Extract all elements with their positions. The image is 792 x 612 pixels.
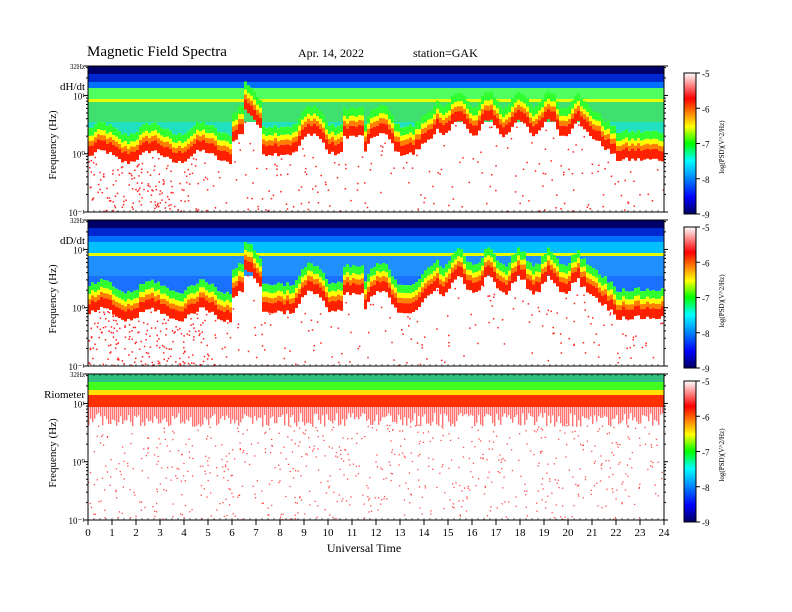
spectrogram-panel-2 [88,220,664,366]
band-blue [88,228,664,236]
spectrogram-panel-3 [88,374,664,520]
y-tick-label: 10⁰ [72,458,85,468]
y-tick-label: 10⁻¹ [69,208,86,218]
panel-label: dH/dt [60,81,85,93]
band-yellow [88,390,664,395]
x-tick-label: 3 [157,527,163,539]
band-lightblue [88,236,664,242]
x-tick-label: 14 [419,527,431,539]
band-dark [88,66,664,74]
panel-label: Riometer [44,389,85,401]
plot-header: Magnetic Field Spectra Apr. 14, 2022 sta… [0,44,792,64]
colorbar-tick-label: -6 [702,104,710,114]
x-tick-label: 2 [133,527,139,539]
x-tick-label: 1 [109,527,115,539]
band-yellow-line [88,99,664,102]
colorbar-label: log(PSD)(V^2/Hz) [718,428,726,482]
colorbar-tick-label: -6 [702,412,710,422]
colorbar-tick-label: -9 [702,210,710,220]
panel-label: dD/dt [60,235,85,247]
y-tick-label: 10⁻¹ [69,516,86,526]
x-tick-label: 21 [587,527,598,539]
x-tick-label: 17 [491,527,503,539]
y-tick-label: 32Hz [70,63,85,71]
x-tick-label: 7 [253,527,259,539]
colorbar [683,380,697,523]
x-tick-label: 12 [371,527,382,539]
colorbar-tick-label: -7 [702,448,710,458]
y-tick-label: 32Hz [70,217,85,225]
colorbar-tick-label: -9 [702,364,710,374]
colorbar-label: log(PSD)(V^2/Hz) [718,120,726,174]
colorbar-tick-label: -6 [702,258,710,268]
colorbar-tick-label: -5 [702,377,710,387]
spectrogram-panel-1 [88,66,664,212]
colorbar-tick-label: -7 [702,294,710,304]
plot-date: Apr. 14, 2022 [298,46,364,60]
y-tick-label: 10¹ [73,399,85,409]
x-tick-label: 6 [229,527,235,539]
x-tick-label: 4 [181,527,187,539]
colorbar [683,72,697,215]
x-tick-label: 16 [467,527,479,539]
y-axis-label: Frequency (Hz) [47,264,59,334]
colorbar-tick-label: -5 [702,223,710,233]
band-green [88,382,664,390]
colorbar [683,226,697,369]
x-tick-label: 19 [539,527,551,539]
colorbar-tick-label: -8 [702,483,710,493]
y-axis-label: Frequency (Hz) [47,110,59,180]
colorbar-tick-label: -8 [702,175,710,185]
x-tick-label: 15 [443,527,455,539]
x-tick-label: 5 [205,527,211,539]
x-tick-label: 20 [563,527,575,539]
x-tick-label: 13 [395,527,407,539]
x-tick-label: 8 [277,527,283,539]
x-tick-label: 0 [85,527,91,539]
y-tick-label: 10⁰ [72,150,85,160]
colorbar-label: log(PSD)(V^2/Hz) [718,274,726,328]
y-tick-label: 10⁰ [72,304,85,314]
colorbar-tick-label: -9 [702,518,710,528]
colorbar-tick-label: -7 [702,140,710,150]
band-blue [88,74,664,82]
x-tick-label: 24 [659,527,671,539]
band-red [88,395,664,407]
y-tick-label: 10¹ [73,245,85,255]
y-axis-label: Frequency (Hz) [47,418,59,488]
band-dark [88,220,664,228]
colorbar-tick-label: -8 [702,329,710,339]
y-tick-label: 32Hz [70,371,85,379]
band-yellow-line [88,253,664,256]
x-tick-label: 22 [611,527,622,539]
x-axis-label: Universal Time [327,541,401,555]
x-tick-label: 18 [515,527,527,539]
station-label: station=GAK [413,46,478,60]
plot-title: Magnetic Field Spectra [87,44,227,60]
x-tick-label: 9 [301,527,307,539]
y-tick-label: 10⁻¹ [69,362,86,372]
x-tick-label: 23 [635,527,647,539]
band-cyan [88,374,664,382]
band-lightblue [88,82,664,88]
x-tick-label: 10 [323,527,335,539]
x-tick-label: 11 [347,527,358,539]
y-tick-label: 10¹ [73,91,85,101]
colorbar-tick-label: -5 [702,69,710,79]
